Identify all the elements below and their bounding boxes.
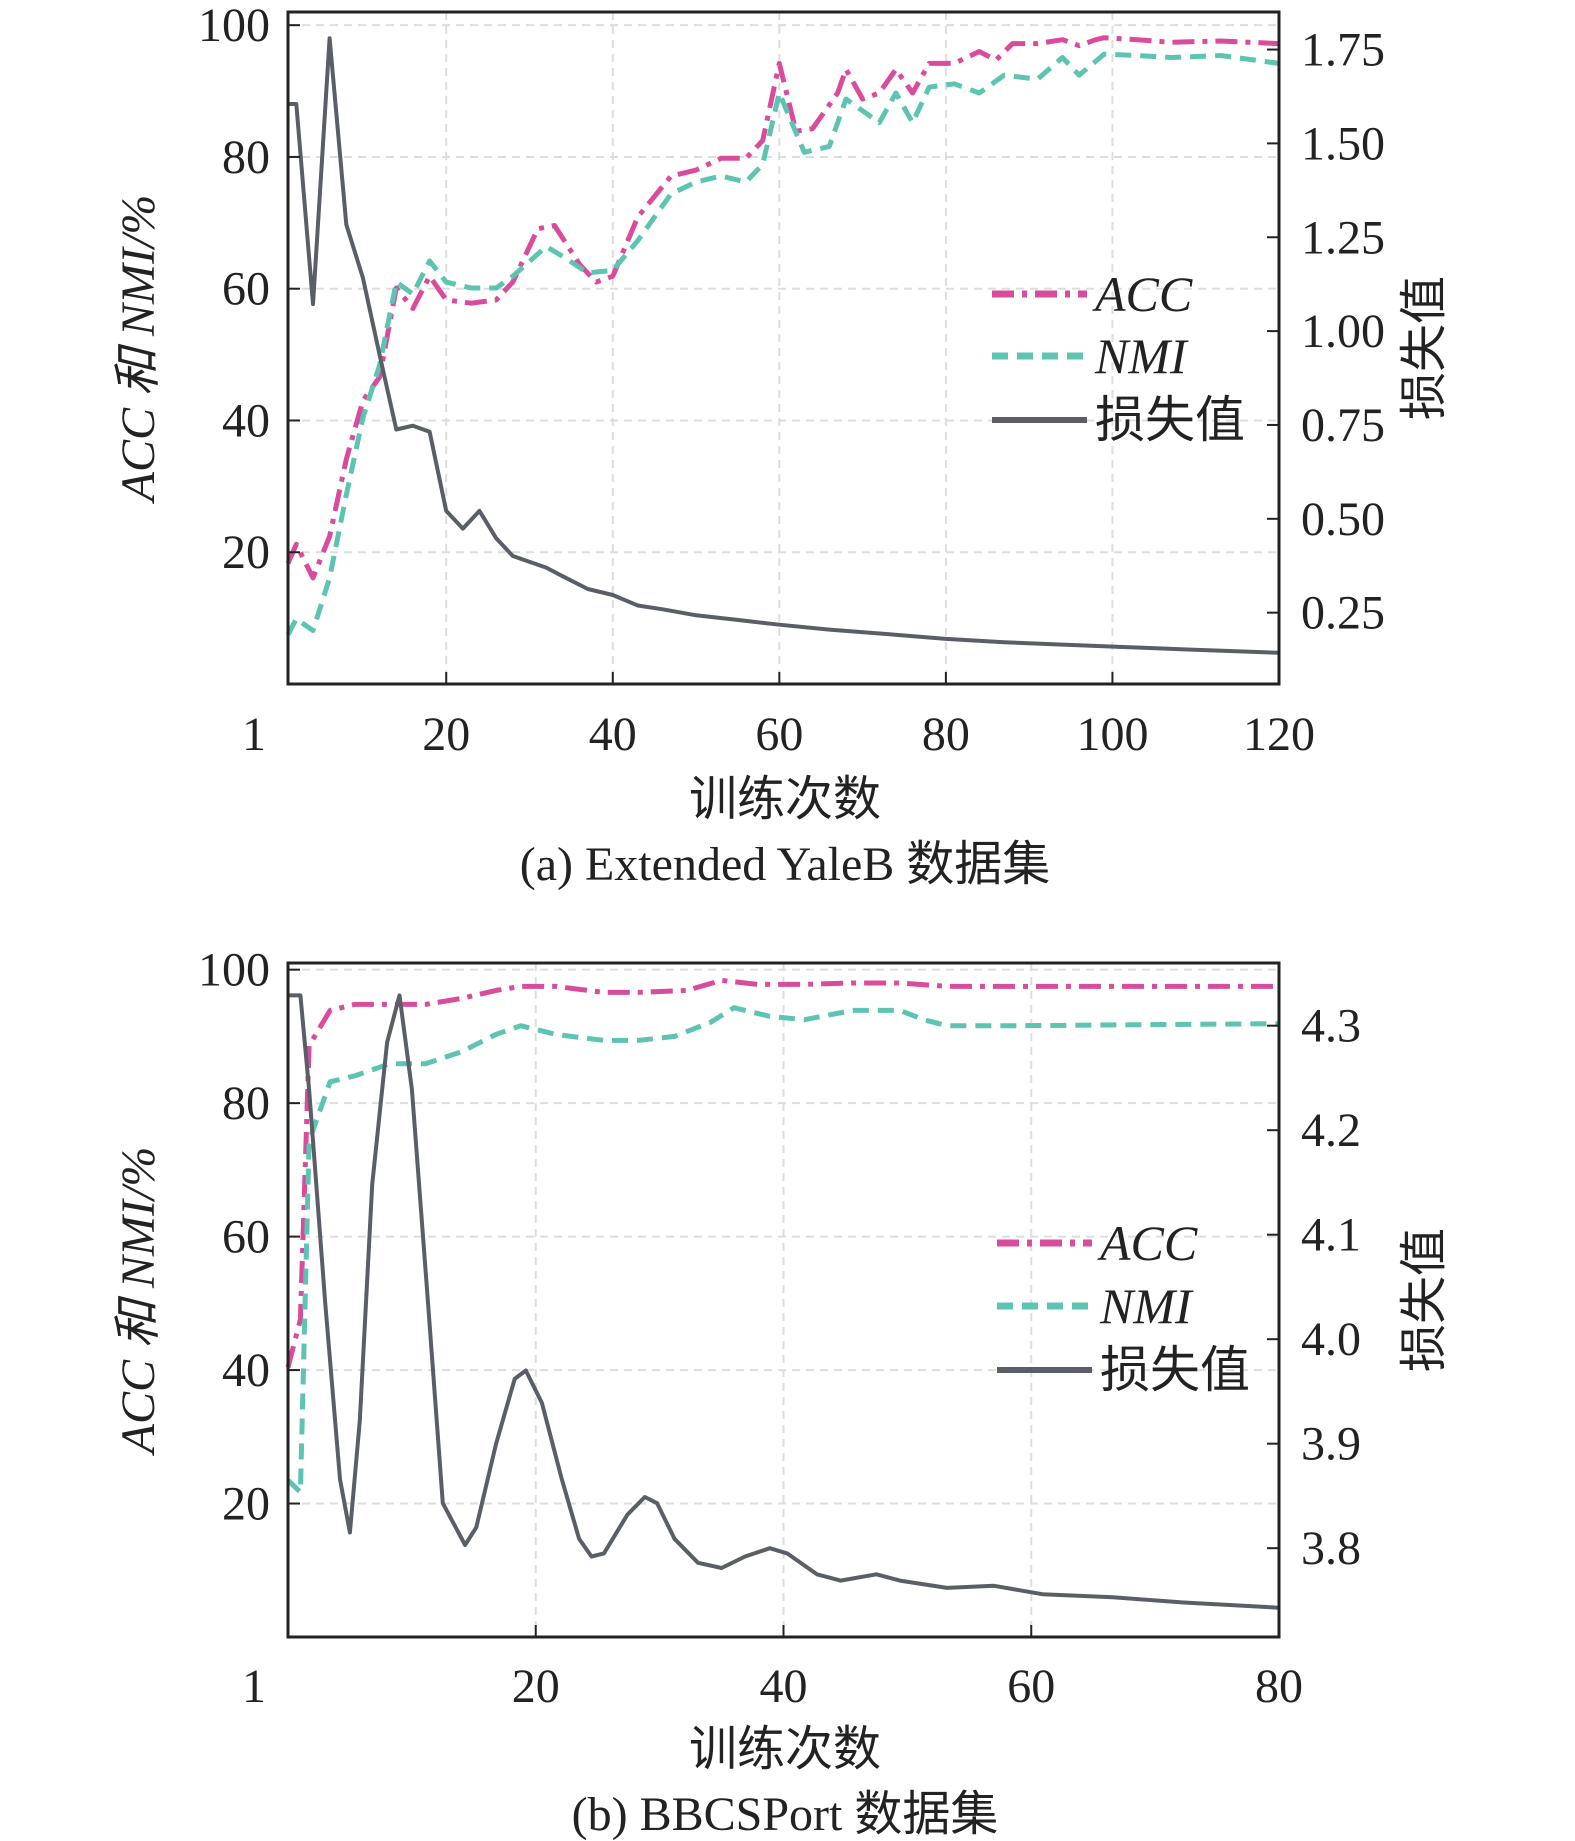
y-right-tick-label: 4.2 bbox=[1301, 1104, 1361, 1157]
figure-caption: (a) Extended YaleB 数据集 bbox=[520, 838, 1051, 891]
series-line-nmi bbox=[286, 1005, 1280, 1495]
y-right-tick-label: 4.1 bbox=[1301, 1209, 1361, 1262]
x-axis-title: 训练次数 bbox=[689, 773, 881, 826]
series-line-loss bbox=[288, 36, 1280, 655]
y-left-tick-label: 20 bbox=[222, 526, 270, 579]
chart-panel-a: 1 20 40 60 80 100 120204060801000.250.500.751.… bbox=[112, 0, 1451, 891]
x-tick-label: 40 bbox=[760, 1660, 808, 1713]
y-left-tick-label: 20 bbox=[222, 1478, 270, 1531]
y-right-tick-label: 1.00 bbox=[1301, 305, 1385, 358]
y-right-tick-label: 3.8 bbox=[1301, 1522, 1361, 1575]
chart-panel-b: 1 20 40 60 80 20 40 60 80 100 3.8 3.9 4.0 4.1 4.2 4.3 AC… bbox=[112, 944, 1451, 1841]
x-tick-label: 60 bbox=[1007, 1660, 1055, 1713]
figure-caption: (b) BBCSPort 数据集 bbox=[572, 1788, 999, 1841]
x-tick-label: 20 bbox=[422, 708, 470, 761]
series-line-loss bbox=[288, 993, 1280, 1610]
y-right-tick-label: 0.25 bbox=[1301, 587, 1385, 640]
x-tick-label: 120 bbox=[1243, 708, 1315, 761]
legend-label: ACC bbox=[1097, 1215, 1198, 1271]
legend-label: NMI bbox=[1094, 328, 1189, 384]
y-left-tick-label: 60 bbox=[222, 263, 270, 316]
x-tick-label: 20 bbox=[512, 1660, 560, 1713]
y-left-axis-title: ACC 和 NMI/% bbox=[112, 1147, 165, 1457]
y-right-tick-label: 3.9 bbox=[1301, 1418, 1361, 1471]
y-left-axis-title: ACC 和 NMI/% bbox=[112, 195, 165, 505]
y-left-tick-label: 100 bbox=[198, 0, 270, 52]
legend: ACC NMI 损失值 bbox=[992, 266, 1245, 448]
series-line-acc bbox=[285, 977, 1279, 1369]
y-right-tick-label: 0.75 bbox=[1301, 399, 1385, 452]
legend-label: ACC bbox=[1092, 266, 1193, 322]
x-tick-label: 80 bbox=[1255, 1660, 1303, 1713]
y-right-tick-label: 1.50 bbox=[1301, 117, 1385, 170]
x-tick-label: 80 bbox=[922, 708, 970, 761]
x-axis-title: 训练次数 bbox=[689, 1723, 881, 1776]
y-left-tick-label: 60 bbox=[222, 1211, 270, 1264]
y-right-tick-label: 4.0 bbox=[1301, 1313, 1361, 1366]
legend-label: NMI bbox=[1099, 1278, 1194, 1334]
y-left-tick-label: 80 bbox=[222, 1077, 270, 1130]
y-right-axis-title: 损失值 bbox=[1398, 276, 1451, 420]
x-tick-label: 40 bbox=[589, 708, 637, 761]
y-right-tick-label: 4.3 bbox=[1301, 1000, 1361, 1053]
x-tick-label: 1 bbox=[242, 708, 266, 761]
legend: ACC NMI 损失值 bbox=[997, 1215, 1250, 1398]
y-right-tick-label: 1.25 bbox=[1301, 211, 1385, 264]
y-left-tick-label: 100 bbox=[198, 944, 270, 997]
x-tick-label: 60 bbox=[755, 708, 803, 761]
y-right-tick-label: 1.75 bbox=[1301, 24, 1385, 77]
y-left-tick-label: 40 bbox=[222, 394, 270, 447]
y-right-tick-label: 0.50 bbox=[1301, 493, 1385, 546]
legend-label: 损失值 bbox=[1095, 392, 1245, 448]
y-right-axis-title: 损失值 bbox=[1398, 1228, 1451, 1372]
y-left-tick-label: 80 bbox=[222, 131, 270, 184]
plot-frame bbox=[286, 10, 1281, 686]
x-tick-label: 1 bbox=[242, 1660, 266, 1713]
y-left-tick-label: 40 bbox=[222, 1344, 270, 1397]
legend-label: 损失值 bbox=[1100, 1342, 1250, 1398]
x-tick-label: 100 bbox=[1076, 708, 1148, 761]
